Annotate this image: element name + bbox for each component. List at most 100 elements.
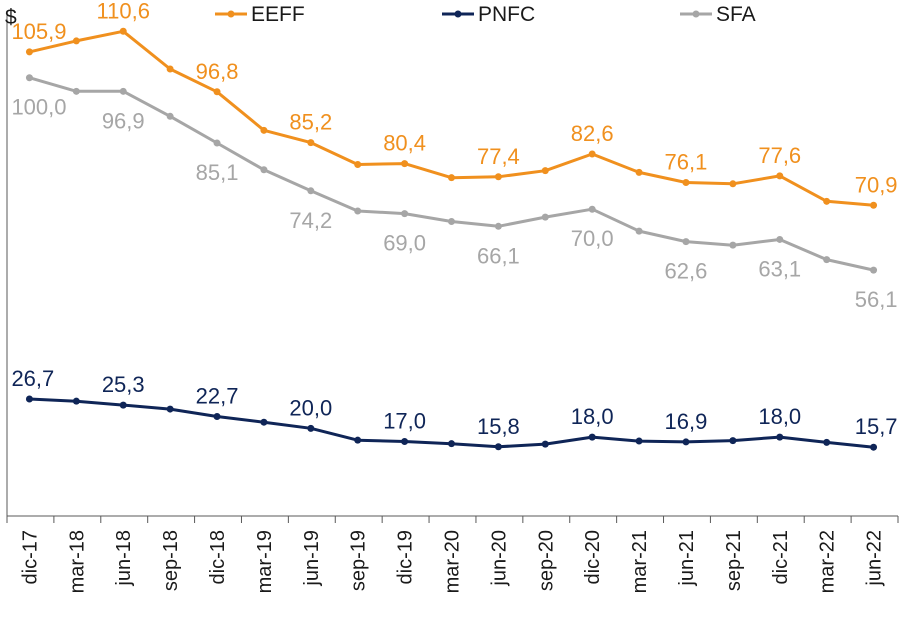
- data-point: [870, 443, 878, 451]
- data-point: [588, 205, 596, 213]
- data-point: [635, 437, 643, 445]
- data-point: [588, 433, 596, 441]
- x-tick-label: jun-18: [113, 530, 135, 587]
- data-point: [307, 187, 315, 195]
- x-tick-label: dic-18: [207, 530, 229, 584]
- data-point: [729, 241, 737, 249]
- x-tick-label: jun-19: [301, 530, 323, 587]
- x-ticks: dic-17 mar-18 jun-18 sep-18 dic-18 mar-19 jun-…: [6, 516, 899, 593]
- data-label: 25,3: [102, 372, 145, 397]
- data-label: 70,0: [571, 226, 614, 251]
- data-point: [213, 139, 221, 147]
- data-point: [213, 413, 221, 421]
- x-tick-label: sep-19: [348, 530, 370, 591]
- data-point: [260, 166, 268, 174]
- data-point: [401, 210, 409, 218]
- x-tick-label: jun-20: [488, 530, 510, 587]
- data-label: 96,8: [196, 59, 239, 84]
- data-point: [401, 160, 409, 168]
- x-tick-label: sep-20: [535, 530, 557, 591]
- data-point: [307, 139, 315, 147]
- data-point: [72, 397, 80, 405]
- data-label: 66,1: [477, 243, 520, 268]
- x-tick-label: mar-20: [442, 530, 464, 593]
- x-tick-label: mar-18: [66, 530, 88, 593]
- series-line-pnfc: [29, 397, 874, 449]
- data-label: 63,1: [758, 256, 801, 281]
- data-label: 100,0: [11, 95, 66, 120]
- data-point: [635, 168, 643, 176]
- data-label: 16,9: [665, 409, 708, 434]
- data-label: 26,7: [11, 366, 54, 391]
- legend-marker: [454, 10, 462, 18]
- data-label: 69,0: [383, 231, 426, 256]
- x-tick-label: dic-21: [770, 530, 792, 584]
- data-label: 15,7: [855, 414, 898, 439]
- series-line-sfa: [28, 76, 874, 272]
- data-point: [541, 167, 549, 175]
- legend-marker: [227, 10, 235, 18]
- data-point: [72, 87, 80, 95]
- data-label: 85,1: [196, 160, 239, 185]
- x-tick-label: mar-19: [254, 530, 276, 593]
- data-label: 96,9: [102, 108, 145, 133]
- data-point: [401, 437, 409, 445]
- data-point: [682, 238, 690, 246]
- data-label: 76,1: [665, 149, 708, 174]
- data-label: 70,9: [855, 172, 898, 197]
- data-point: [72, 37, 80, 45]
- data-point: [729, 180, 737, 188]
- data-point: [25, 395, 33, 403]
- data-labels: 105,9 110,6 96,8 85,2 80,4 77,4 82,6 76,1 77,6 70…: [11, 0, 897, 439]
- x-tick-label: sep-21: [723, 530, 745, 591]
- series-group: [25, 27, 878, 451]
- data-point: [448, 174, 455, 182]
- data-point: [354, 161, 362, 169]
- data-label: 82,6: [571, 121, 614, 146]
- x-tick-label: sep-18: [160, 530, 182, 591]
- x-tick-label: jun-22: [864, 530, 886, 587]
- data-label: 18,0: [571, 404, 614, 429]
- x-tick-label: jun-21: [676, 530, 698, 587]
- data-point: [776, 433, 784, 441]
- data-label: 18,0: [758, 404, 801, 429]
- data-point: [119, 27, 127, 35]
- data-point: [494, 443, 502, 451]
- x-tick-label: mar-21: [629, 530, 651, 593]
- data-point: [307, 424, 315, 432]
- data-label: 56,1: [855, 287, 898, 312]
- y-axis-unit-label: $: [5, 6, 17, 29]
- data-point: [635, 227, 643, 235]
- data-point: [494, 173, 502, 181]
- legend: EEFF PNFC SFA: [215, 3, 756, 26]
- data-point: [166, 405, 174, 413]
- data-point: [25, 48, 33, 56]
- data-point: [166, 65, 174, 73]
- x-tick-label: dic-17: [19, 530, 41, 584]
- legend-label: SFA: [716, 3, 756, 26]
- data-point: [729, 437, 737, 445]
- axes: $: [5, 6, 898, 517]
- x-tick-label: dic-20: [582, 530, 604, 584]
- data-point: [682, 178, 690, 186]
- data-point: [823, 197, 831, 205]
- data-label: 22,7: [196, 384, 239, 409]
- data-point: [870, 201, 878, 209]
- data-point: [354, 436, 362, 444]
- data-label: 110,6: [97, 0, 150, 23]
- data-point: [823, 256, 831, 264]
- x-tick-label: mar-22: [817, 530, 839, 593]
- data-point: [541, 213, 549, 221]
- data-label: 77,4: [477, 144, 520, 169]
- data-label: 74,2: [289, 208, 332, 233]
- data-point: [776, 235, 784, 243]
- data-point: [494, 222, 502, 230]
- data-point: [213, 88, 221, 96]
- data-point: [823, 438, 831, 446]
- data-point: [260, 418, 268, 426]
- data-point: [870, 266, 878, 274]
- data-label: 17,0: [383, 408, 426, 433]
- legend-label: PNFC: [478, 3, 535, 26]
- data-point: [119, 401, 127, 409]
